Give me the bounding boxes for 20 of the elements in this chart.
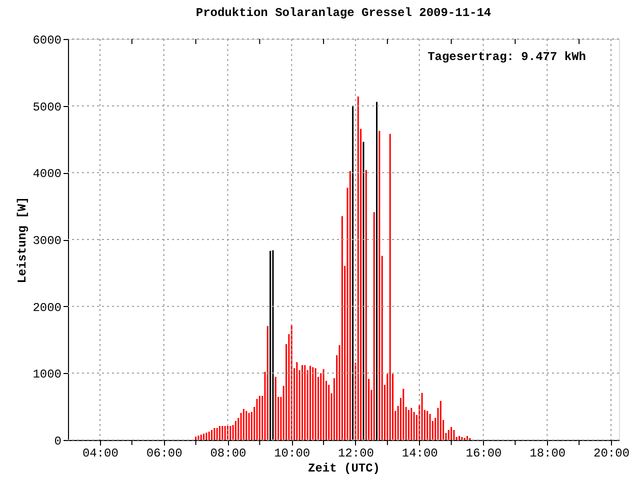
- y-axis-title: Leistung [W]: [16, 196, 30, 284]
- x-axis-title: Zeit (UTC): [308, 462, 380, 476]
- x-tick-label: 04:00: [82, 446, 118, 460]
- x-tick-label: 12:00: [338, 446, 374, 460]
- y-tick-label: 1000: [32, 368, 62, 382]
- chart-title: Produktion Solaranlage Gressel 2009-11-14: [196, 6, 492, 20]
- x-tick-label: 18:00: [530, 446, 566, 460]
- y-tick-label: 5000: [32, 100, 62, 114]
- x-tick-label: 06:00: [146, 446, 182, 460]
- y-tick-label: 0: [54, 434, 62, 448]
- x-tick-label: 08:00: [210, 446, 246, 460]
- x-tick-label: 10:00: [274, 446, 310, 460]
- y-tick-label: 6000: [32, 34, 62, 48]
- x-tick-label: 20:00: [594, 446, 630, 460]
- x-tick-label: 14:00: [402, 446, 438, 460]
- annotation: Tagesertrag: 9.477 kWh: [428, 50, 586, 64]
- x-tick-label: 16:00: [466, 446, 502, 460]
- y-tick-label: 2000: [32, 300, 62, 315]
- y-tick-label: 3000: [32, 234, 62, 248]
- y-tick-label: 4000: [32, 167, 62, 182]
